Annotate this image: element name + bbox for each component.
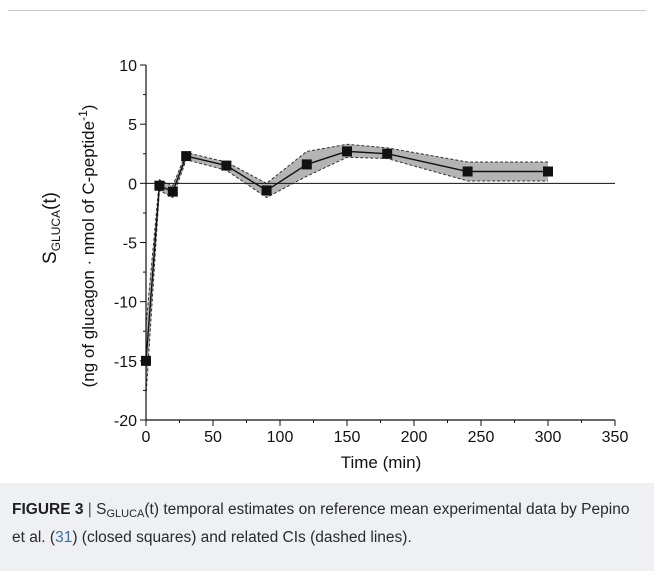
ci-lower-line (145, 156, 548, 397)
figure-label: FIGURE 3 (12, 501, 84, 518)
series-polyline (145, 150, 548, 361)
ci-band-area (146, 144, 548, 397)
figure-top-rule (8, 10, 646, 11)
x-tick-label: 200 (401, 429, 428, 446)
data-point (382, 148, 393, 159)
data-point (154, 180, 165, 191)
tick-labels: 0 50 100 150 200 250 300 350 -20 -15 -10 -5 0 5 10 (114, 58, 629, 446)
caption-subscript: GLUCA (106, 508, 145, 520)
data-point (261, 185, 272, 196)
x-tick-label: 150 (334, 429, 361, 446)
x-tick-label: 350 (602, 429, 629, 446)
data-point (543, 166, 553, 177)
reference-link[interactable]: 31 (55, 529, 73, 546)
x-tick-label: 0 (142, 429, 151, 446)
ci-lines (145, 143, 548, 397)
y-tick-label: 10 (119, 58, 137, 75)
x-tick-label: 50 (204, 429, 222, 446)
x-axis-label: Time (min) (341, 453, 422, 472)
confidence-band (146, 144, 548, 397)
y-tick-label: -5 (123, 236, 137, 253)
series-line (145, 150, 548, 361)
markers (141, 146, 553, 366)
y-axis-label: SGLUCA(t) (40, 192, 63, 264)
caption-symbol: S (96, 501, 107, 518)
y-tick-label: -15 (114, 354, 137, 371)
axes (140, 64, 616, 426)
y-tick-label: -10 (114, 295, 137, 312)
caption-separator: | (87, 501, 92, 518)
data-point (342, 146, 352, 157)
y-tick-label: 0 (128, 176, 137, 193)
data-point (221, 160, 232, 171)
y-axis-units-label: (ng of glucagon · nmol of C-peptide-1) (76, 105, 98, 388)
caption-text: FIGURE 3 | SGLUCA(t) temporal estimates … (12, 498, 642, 549)
data-point (141, 355, 151, 366)
y-tick-label: -20 (114, 413, 137, 430)
x-tick-label: 100 (267, 429, 294, 446)
data-point (301, 159, 312, 170)
y-tick-label: 5 (128, 117, 137, 134)
data-point (167, 186, 178, 197)
x-tick-label: 250 (468, 429, 495, 446)
x-tick-label: 300 (535, 429, 562, 446)
data-point (181, 151, 192, 162)
data-point (462, 166, 473, 177)
chart: 0 50 100 150 200 250 300 350 -20 -15 -10 -5 0 5 10 Tim… (40, 58, 629, 472)
caption-text-part-2: ) (closed squares) and related CIs (dash… (72, 529, 412, 546)
figure-caption: FIGURE 3 | SGLUCA(t) temporal estimates … (0, 483, 654, 571)
caption-text-part-1: (t) temporal estimates on reference mean… (12, 501, 630, 546)
